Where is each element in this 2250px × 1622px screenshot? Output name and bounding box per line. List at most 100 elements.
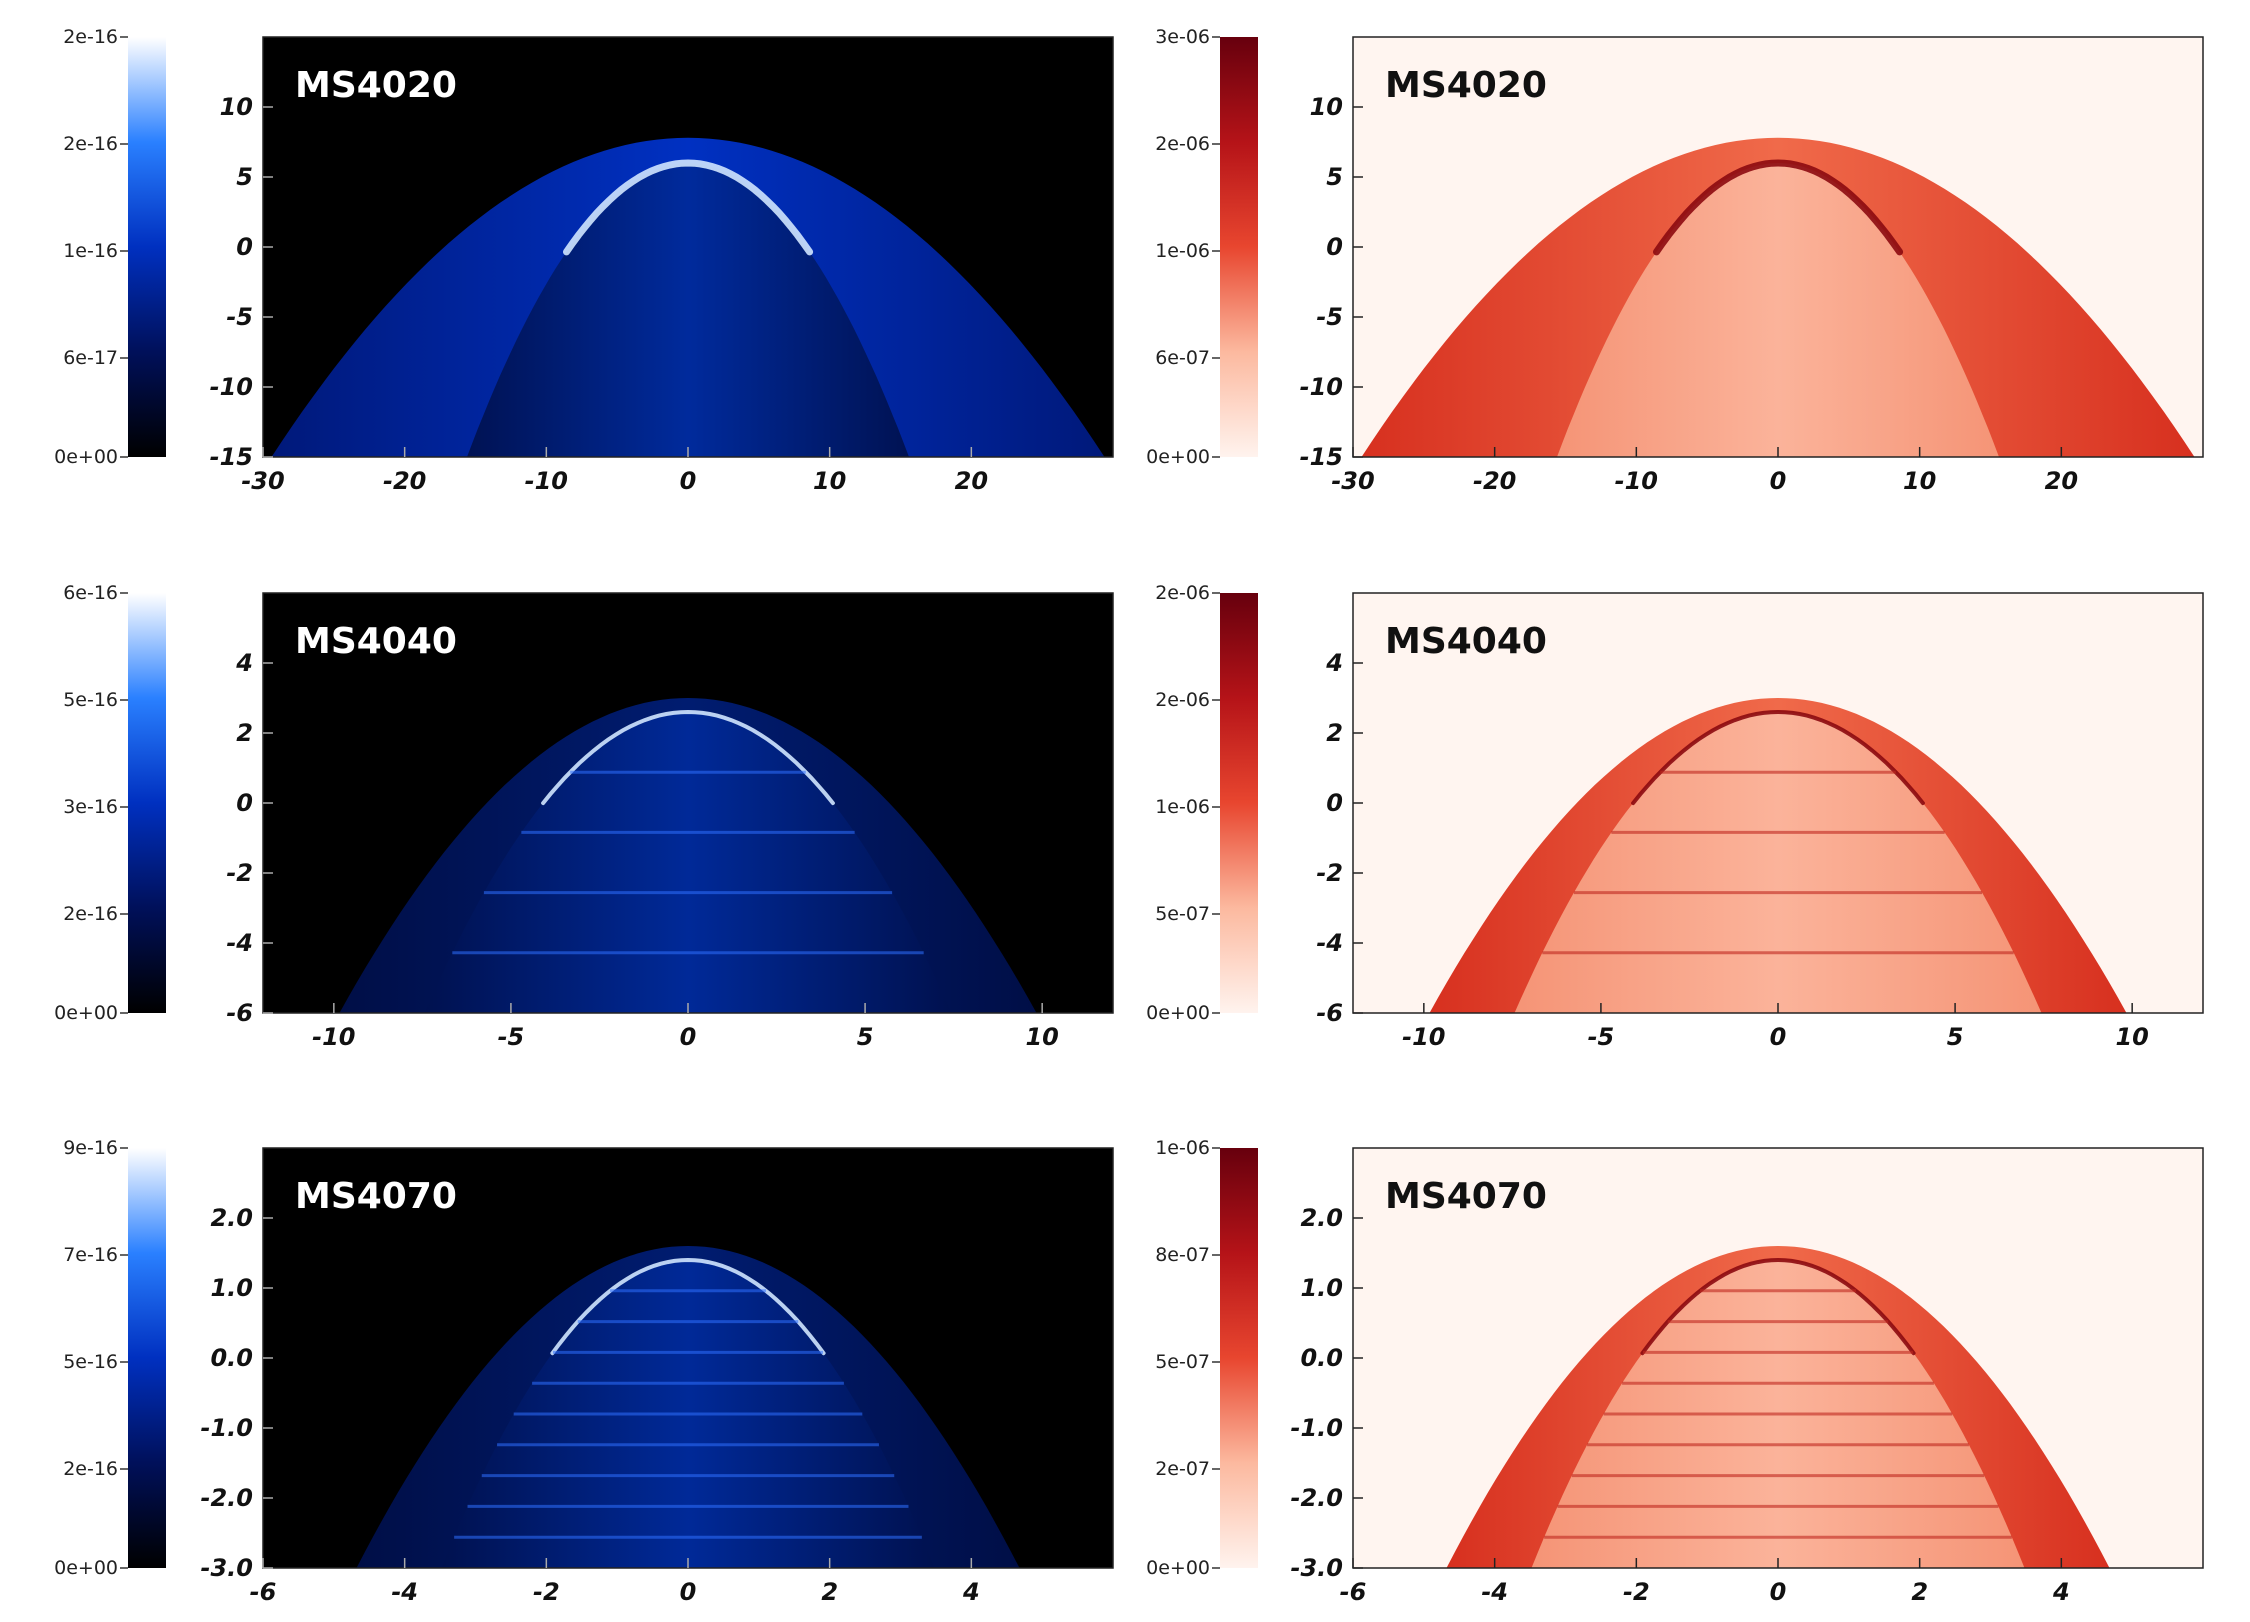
colorbar-gradient [1220, 37, 1258, 457]
x-tick-label: -4 [391, 1578, 418, 1606]
x-tick-label: 0 [1770, 1578, 1787, 1606]
shock-layers [1361, 137, 2195, 457]
panel-1: 2e-16 2e-16 1e-16 6e-17 0e+00 -30 -20 -10 0 10 20 1… [54, 26, 1114, 495]
y-tick-label: 0 [236, 789, 253, 817]
colorbar-tick-label: 2e-16 [63, 1458, 118, 1480]
x-tick-label: 5 [1947, 1023, 1964, 1051]
x-tick-label: 10 [1903, 467, 1936, 495]
colorbar-gradient [1220, 1148, 1258, 1568]
y-tick-label: -5 [226, 303, 253, 331]
colorbar-tick-label: 5e-16 [63, 689, 118, 711]
x-tick-label: 2 [821, 1578, 838, 1606]
panel-6: 1e-06 8e-07 5e-07 2e-07 0e+00 -6 -4 -2 0 2 4 2.0 1.0… [1146, 1137, 2204, 1606]
y-tick-label: 1.0 [1300, 1274, 1343, 1302]
x-tick-label: 0 [1770, 467, 1787, 495]
panel-4: 2e-06 2e-06 1e-06 5e-07 0e+00 -10 -5 0 5 10 4 2 0 -2 -… [1146, 582, 2204, 1051]
panel-title: MS4040 [295, 621, 457, 662]
colorbar-tick-label: 2e-16 [63, 26, 118, 48]
y-tick-label: -3.0 [1291, 1554, 1343, 1582]
y-tick-label: 5 [236, 163, 253, 191]
shock-layers [1429, 698, 2127, 1013]
x-tick-label: -5 [1588, 1023, 1615, 1051]
y-tick-label: 0 [236, 233, 253, 261]
x-tick-label: 0 [1770, 1023, 1787, 1051]
x-tick-label: 20 [955, 467, 988, 495]
y-tick-label: 4 [235, 649, 253, 677]
panel-title: MS4040 [1385, 621, 1547, 662]
x-tick-label: -20 [383, 467, 426, 495]
y-tick-label: -4 [226, 929, 253, 957]
y-tick-label: 2 [236, 719, 253, 747]
y-tick-label: -2.0 [1291, 1484, 1343, 1512]
panel-title: MS4020 [295, 65, 457, 106]
shock-rim [1653, 159, 1904, 256]
y-tick-label: -3.0 [201, 1554, 253, 1582]
y-tick-label: 2.0 [1300, 1204, 1343, 1232]
x-tick-label: -2 [1623, 1578, 1650, 1606]
x-tick-label: -10 [1402, 1023, 1445, 1051]
x-tick-label: 0 [680, 1023, 697, 1051]
x-tick-label: -4 [1481, 1578, 1508, 1606]
colorbar-tick-label: 0e+00 [1146, 1557, 1210, 1579]
y-tick-label: -10 [1300, 373, 1343, 401]
colorbar: 6e-16 5e-16 3e-16 2e-16 0e+00 [54, 582, 166, 1024]
x-tick-label: 2 [1911, 1578, 1928, 1606]
colorbar: 9e-16 7e-16 5e-16 2e-16 0e+00 [54, 1137, 166, 1579]
y-tick-label: 0 [1326, 789, 1343, 817]
colorbar-tick-label: 6e-16 [63, 582, 118, 604]
y-tick-label: 5 [1326, 163, 1343, 191]
y-tick-label: -1.0 [1291, 1414, 1343, 1442]
panel-3: 6e-16 5e-16 3e-16 2e-16 0e+00 -10 -5 0 5 10 4 2 0 -2 -… [54, 582, 1114, 1051]
colorbar: 2e-16 2e-16 1e-16 6e-17 0e+00 [54, 26, 166, 468]
shock-layers [1446, 1246, 2110, 1568]
shock-rim [563, 159, 814, 256]
colorbar-tick-label: 1e-16 [63, 240, 118, 262]
y-tick-label: -15 [1300, 443, 1343, 471]
panel-2: 3e-06 2e-06 1e-06 6e-07 0e+00 -30 -20 -10 0 10 20 1… [1146, 26, 2204, 495]
x-tick-label: -20 [1473, 467, 1516, 495]
colorbar-tick-label: 9e-16 [63, 1137, 118, 1159]
colorbar-tick-label: 2e-06 [1155, 689, 1210, 711]
colorbar-tick-label: 0e+00 [54, 1557, 118, 1579]
colorbar-tick-label: 0e+00 [54, 1002, 118, 1024]
shock-rim [1640, 1257, 1916, 1356]
colorbar-tick-label: 6e-17 [63, 347, 118, 369]
colorbar-tick-label: 2e-06 [1155, 133, 1210, 155]
y-tick-label: 10 [1310, 93, 1343, 121]
colorbar-tick-label: 3e-06 [1155, 26, 1210, 48]
shock-rim [550, 1257, 826, 1356]
x-tick-label: 10 [2115, 1023, 2148, 1051]
colorbar-tick-label: 1e-06 [1155, 240, 1210, 262]
x-tick-label: -6 [1340, 1578, 1367, 1606]
y-tick-label: -6 [226, 999, 253, 1027]
colorbar-tick-label: 3e-16 [63, 796, 118, 818]
colorbar-gradient [128, 593, 166, 1013]
shock-layers [356, 1246, 1020, 1568]
x-tick-label: 5 [857, 1023, 874, 1051]
y-tick-label: 0.0 [1300, 1344, 1343, 1372]
x-tick-label: 4 [2052, 1578, 2070, 1606]
panel-title: MS4070 [1385, 1176, 1547, 1217]
y-tick-label: 2.0 [210, 1204, 253, 1232]
colorbar: 2e-06 2e-06 1e-06 5e-07 0e+00 [1146, 582, 1258, 1024]
colorbar-tick-label: 2e-16 [63, 133, 118, 155]
colorbar-tick-label: 5e-07 [1155, 903, 1210, 925]
colorbar-tick-label: 5e-16 [63, 1351, 118, 1373]
shock-rim [541, 709, 835, 806]
x-tick-label: -5 [498, 1023, 525, 1051]
y-tick-label: -15 [210, 443, 253, 471]
y-tick-label: 1.0 [210, 1274, 253, 1302]
colorbar: 1e-06 8e-07 5e-07 2e-07 0e+00 [1146, 1137, 1258, 1579]
colorbar-tick-label: 5e-07 [1155, 1351, 1210, 1373]
colorbar-tick-label: 2e-07 [1155, 1458, 1210, 1480]
y-tick-label: 4 [1325, 649, 1343, 677]
colorbar: 3e-06 2e-06 1e-06 6e-07 0e+00 [1146, 26, 1258, 468]
y-tick-label: 0.0 [210, 1344, 253, 1372]
y-tick-label: 10 [220, 93, 253, 121]
x-tick-label: -2 [533, 1578, 560, 1606]
colorbar-tick-label: 0e+00 [1146, 446, 1210, 468]
y-tick-label: -6 [1316, 999, 1343, 1027]
x-tick-label: -30 [1331, 467, 1374, 495]
colorbar-tick-label: 7e-16 [63, 1244, 118, 1266]
y-tick-label: -10 [210, 373, 253, 401]
